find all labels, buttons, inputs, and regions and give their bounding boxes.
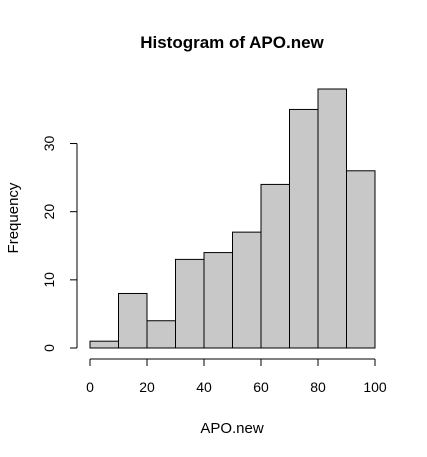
histogram-bar bbox=[203, 252, 233, 349]
x-tick-label: 40 bbox=[196, 379, 212, 395]
y-axis: 0 10 20 30 bbox=[41, 136, 78, 352]
chart-title: Histogram of APO.new bbox=[140, 33, 324, 52]
y-tick-label: 30 bbox=[41, 136, 57, 152]
x-tick-label: 80 bbox=[310, 379, 326, 395]
x-tick-label: 20 bbox=[139, 379, 155, 395]
histogram-bar bbox=[89, 340, 119, 349]
histogram-bar bbox=[118, 292, 148, 349]
histogram-bar bbox=[317, 88, 347, 349]
histogram-bar bbox=[232, 231, 262, 349]
x-axis-label: APO.new bbox=[200, 420, 264, 437]
x-tick-label: 100 bbox=[363, 379, 387, 395]
y-tick-label: 10 bbox=[41, 272, 57, 288]
bars-group bbox=[89, 88, 376, 349]
histogram-bar bbox=[289, 108, 319, 349]
x-tick-label: 0 bbox=[86, 379, 94, 395]
histogram-bar bbox=[175, 258, 205, 349]
histogram-bar bbox=[346, 170, 376, 349]
histogram-bar bbox=[146, 320, 176, 349]
x-tick-label: 60 bbox=[253, 379, 269, 395]
y-tick-label: 0 bbox=[41, 344, 57, 352]
y-axis-label: Frequency bbox=[5, 182, 22, 253]
x-axis: 0 20 40 60 80 100 bbox=[86, 358, 387, 395]
histogram-bar bbox=[260, 183, 290, 349]
y-tick-label: 20 bbox=[41, 204, 57, 220]
